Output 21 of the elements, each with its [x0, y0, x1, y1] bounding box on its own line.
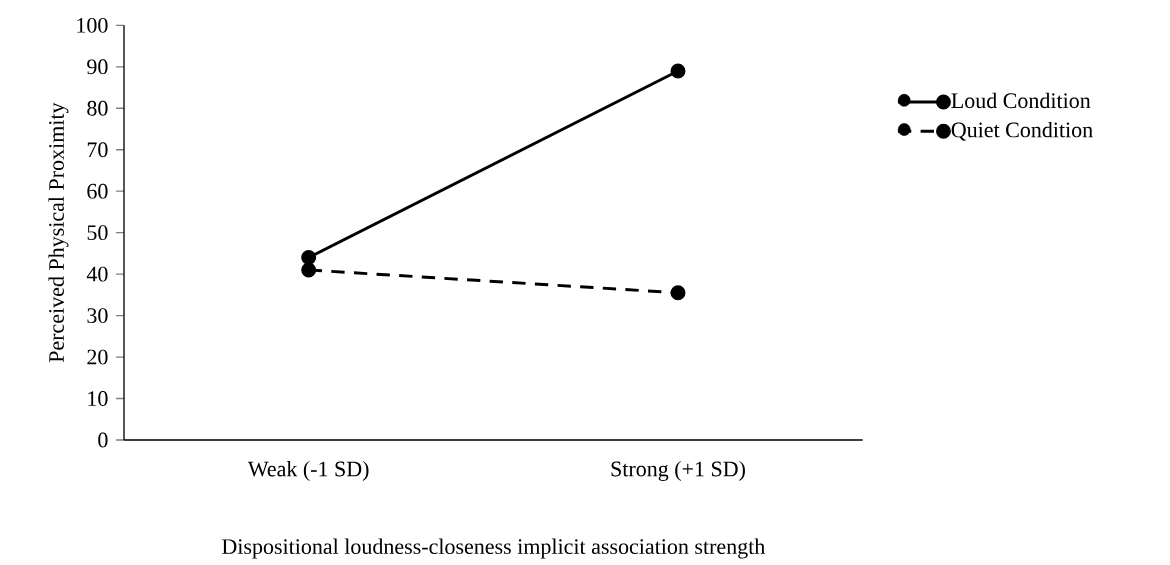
- point: [670, 285, 686, 301]
- y-tick-label: 60: [87, 183, 108, 199]
- y-tick-label: 50: [87, 225, 108, 241]
- y-tick-label: 20: [87, 349, 108, 365]
- point: [301, 262, 317, 278]
- x-axis-title: Dispositional loudness-closeness implicit association strength: [222, 538, 766, 559]
- point: [670, 63, 686, 79]
- y-tick-label: 40: [86, 266, 108, 282]
- point: [301, 250, 317, 266]
- y-tick-label: 30: [87, 308, 108, 324]
- y-tick-label: 90: [87, 59, 108, 75]
- y-tick-label: 100: [77, 17, 108, 33]
- y-tick-label: 80: [87, 100, 108, 116]
- x-tick-label: Weak (-1 SD): [247, 460, 369, 481]
- y-tick-label: 70: [87, 142, 108, 158]
- legend-label: Quiet Condition: [951, 121, 1093, 141]
- y-tick-label: 0: [98, 432, 108, 448]
- y-tick-label: 10: [88, 391, 108, 406]
- y-axis-title: Perceived Physical Proximity: [48, 102, 69, 363]
- legend-label: Loud Condition: [951, 92, 1091, 109]
- x-tick-label: Strong (+1 SD): [611, 460, 745, 481]
